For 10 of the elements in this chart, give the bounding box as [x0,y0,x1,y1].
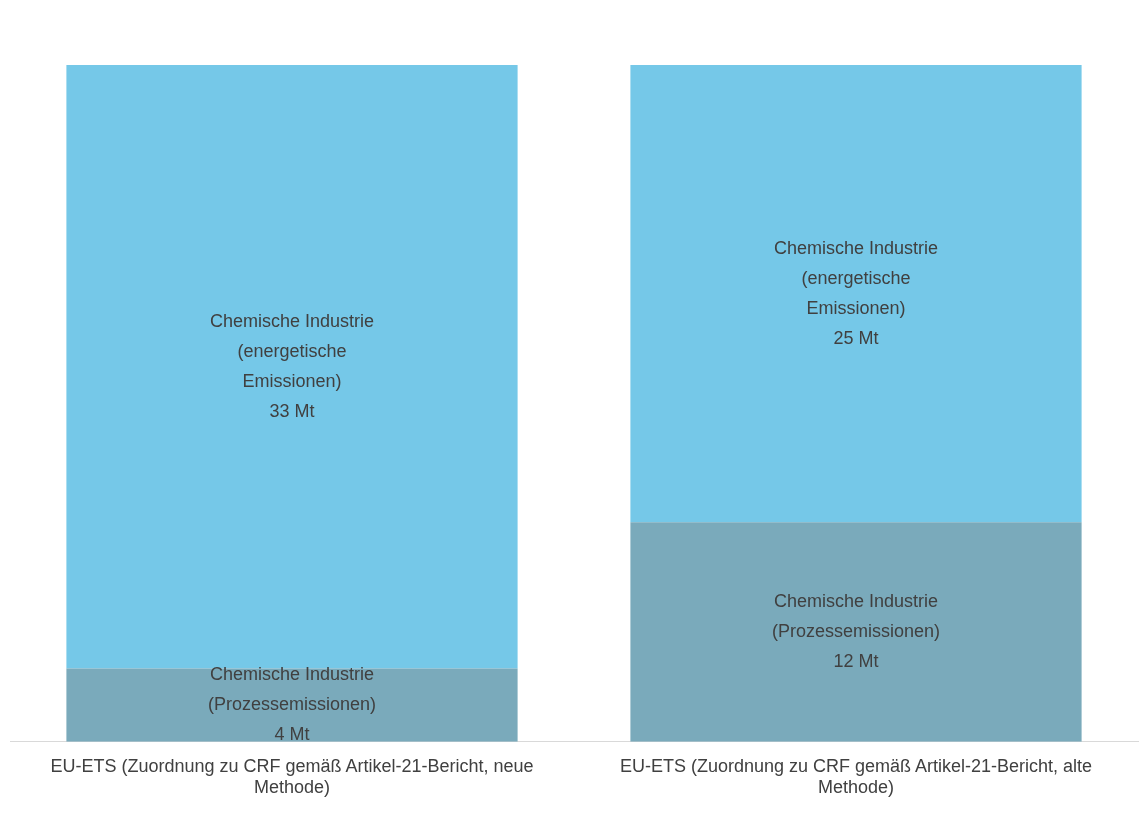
data-label: 25 Mt [833,327,879,348]
text: Chemische Industrie (Prozessemissionen) [771,591,941,641]
data-label: 33 Mt [269,400,315,421]
text: Chemische Industrie (energetische Emissionen) [209,310,375,391]
series-label: Chemische Industrie (energetische Emissionen) [773,237,939,318]
x-tick-label: EU-ETS (Zuordnung zu CRF gemäß Artikel-21-Bericht, neue Methode) [50,755,534,798]
data-label: 4 Mt [274,724,310,745]
series-label: Chemische Industrie (Prozessemissionen) [207,664,377,715]
data-label: 12 Mt [833,651,879,671]
x-tick-label: EU-ETS (Zuordnung zu CRF gemäß Artikel-21-Bericht, alte Methode) [619,755,1093,798]
